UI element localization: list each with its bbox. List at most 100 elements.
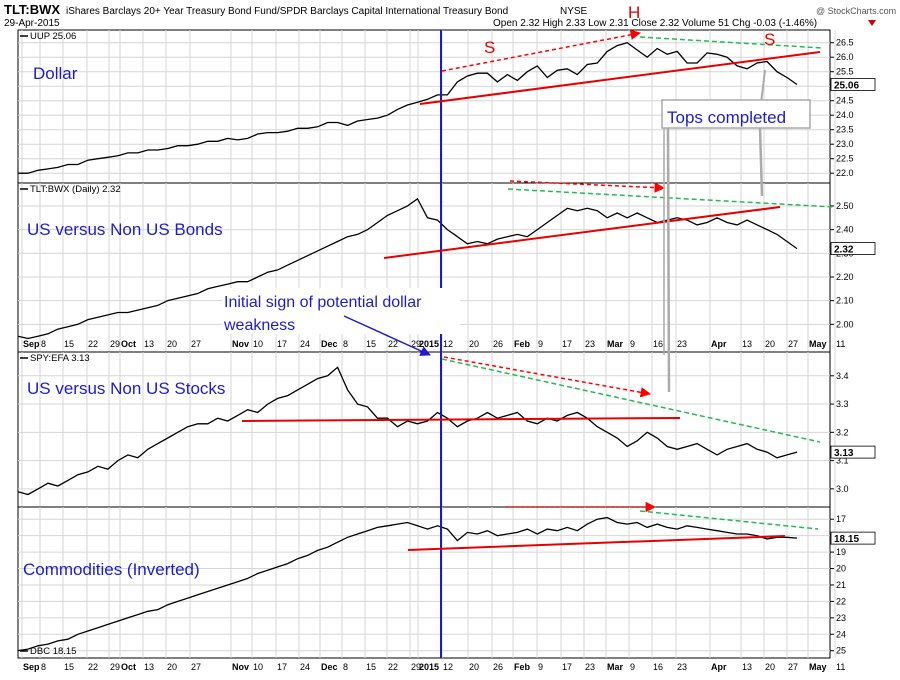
x-tick-label: 10: [253, 339, 263, 349]
tops-callout-line-bonds-right: [758, 127, 764, 197]
panel-legend: DBC 18.15: [30, 646, 76, 657]
x-tick-label: 17: [277, 339, 287, 349]
x-tick-label: 29: [411, 339, 421, 349]
panel-legend: UUP 25.06: [30, 31, 76, 42]
x-tick-label: May: [809, 662, 827, 672]
price-line-dollar: [18, 41, 798, 174]
bonds-red-arrow: [509, 180, 666, 193]
x-tick-label: 8: [41, 339, 46, 349]
x-tick-label: 13: [144, 339, 154, 349]
initial-sign-box: [222, 288, 460, 334]
last-value-badge: [830, 242, 876, 255]
y-tick-label: 19: [836, 547, 846, 557]
exchange-label: NYSE: [560, 6, 588, 17]
panel-frame: [17, 506, 831, 659]
x-tick-label: 20: [469, 339, 479, 349]
x-tick-label: 10: [253, 662, 263, 672]
y-tick-label: 2.40: [836, 225, 854, 235]
x-axis-row-bottom: Sep 8 15 22 29 Oct 13 20 27 Nov 10 17 24 Dec 8 15 22 2920…: [23, 662, 845, 672]
x-tick-label: 27: [191, 339, 201, 349]
x-tick-label: 22: [388, 662, 398, 672]
chart-description: iShares Barclays 20+ Year Treasury Bond …: [66, 6, 508, 17]
y-tick-label: 23.5: [836, 125, 854, 135]
panel-stocks: 3.0 3.1 3.2 3.3 3.4 3.13 SPY:EFA 3.13 US versus…: [17, 351, 876, 508]
x-tick-label: 9: [538, 339, 543, 349]
y-tick-label: 23: [836, 613, 846, 623]
s-left-label: S: [484, 38, 495, 57]
x-tick-label: 17: [562, 339, 572, 349]
x-tick-label: 27: [191, 662, 201, 672]
last-value-label: 3.13: [834, 448, 854, 459]
tops-callout-line-stocks: [666, 127, 671, 393]
x-tick-label: 20: [765, 662, 775, 672]
chart-symbol: TLT:BWX: [4, 2, 60, 17]
y-tick-label: 25.5: [836, 67, 854, 77]
last-value-badge: [830, 78, 876, 91]
last-value-label: 2.32: [834, 245, 854, 256]
x-tick-label: Mar: [607, 662, 624, 672]
s-right-label: S: [764, 30, 775, 49]
initial-sign-line1: Initial sign of potential dollar: [224, 294, 422, 311]
x-tick-label: 22: [88, 662, 98, 672]
x-tick-label: 2015: [419, 662, 439, 672]
x-tick-label: Nov: [232, 662, 249, 672]
x-tick-label: 26: [493, 662, 503, 672]
x-tick-label: Dec: [321, 339, 338, 349]
x-tick-label: 17: [277, 662, 287, 672]
last-value-label: 18.15: [834, 534, 859, 545]
y-tick-label: 2.50: [836, 201, 854, 211]
last-value-badge: [830, 445, 876, 459]
y-tick-label: 2.20: [836, 272, 854, 282]
y-tick-label: 2.10: [836, 296, 854, 306]
commodities-support-line: [407, 535, 786, 551]
x-tick-label: 15: [64, 339, 74, 349]
x-axis-row-middle: Sep 8 15 22 29 Oct 13 20 27 Nov 10 17 24 Dec 8 15 22 2920…: [23, 339, 845, 349]
x-tick-label: 26: [493, 339, 503, 349]
panel-label-bonds: US versus Non US Bonds: [27, 220, 223, 239]
panel-frame: [17, 351, 831, 508]
x-tick-label: 12: [443, 662, 453, 672]
y-tick-label: 17: [836, 514, 846, 524]
x-tick-label: Mar: [607, 339, 624, 349]
x-tick-label: 11: [836, 339, 845, 349]
x-tick-label: 15: [64, 662, 74, 672]
y-tick-label: 24.0: [836, 110, 854, 120]
x-tick-label: 22: [88, 339, 98, 349]
x-tick-label: 29: [411, 662, 421, 672]
x-tick-label: 11: [836, 662, 845, 672]
x-tick-label: 27: [788, 339, 798, 349]
x-tick-label: 8: [41, 662, 46, 672]
commodities-resistance-line: [639, 510, 819, 530]
dropdown-triangle-icon[interactable]: [868, 20, 876, 26]
y-tick-label: 2.00: [836, 319, 854, 329]
panels: 22.022.523.023.524.024.525.025.526.026.5…: [17, 29, 876, 659]
y-tick-label: 24.5: [836, 96, 854, 106]
y-tick-label: 25: [836, 646, 846, 656]
x-tick-label: 9: [538, 662, 543, 672]
x-tick-label: 13: [742, 339, 752, 349]
x-tick-label: 20: [167, 662, 177, 672]
x-tick-label: Oct: [121, 339, 136, 349]
x-tick-label: Sep: [23, 662, 40, 672]
panel-label-dollar: Dollar: [33, 64, 78, 83]
annotation-layer: S H S Tops completed Initial sign of pot…: [222, 3, 835, 551]
x-tick-label: 29: [110, 662, 120, 672]
x-axis: Sep 8 15 22 29 Oct 13 20 27 Nov 10 17 24 Dec 8 15 22 2920…: [23, 339, 845, 672]
y-tick-label: 20: [836, 564, 846, 574]
x-tick-label: 8: [343, 339, 348, 349]
x-tick-label: 20: [167, 339, 177, 349]
stocks-support-line: [241, 417, 681, 422]
x-tick-label: May: [809, 339, 827, 349]
panel-label-commodities: Commodities (Inverted): [23, 560, 200, 579]
x-tick-label: Nov: [232, 339, 249, 349]
x-tick-label: 23: [585, 662, 595, 672]
x-tick-label: 17: [562, 662, 572, 672]
y-tick-label: 3.4: [836, 371, 849, 381]
x-tick-label: 23: [677, 339, 687, 349]
dollar-resistance-line: [639, 36, 823, 49]
y-tick-label: 23.0: [836, 139, 854, 149]
dollar-red-arrow: [441, 29, 642, 72]
x-tick-label: 12: [443, 339, 453, 349]
